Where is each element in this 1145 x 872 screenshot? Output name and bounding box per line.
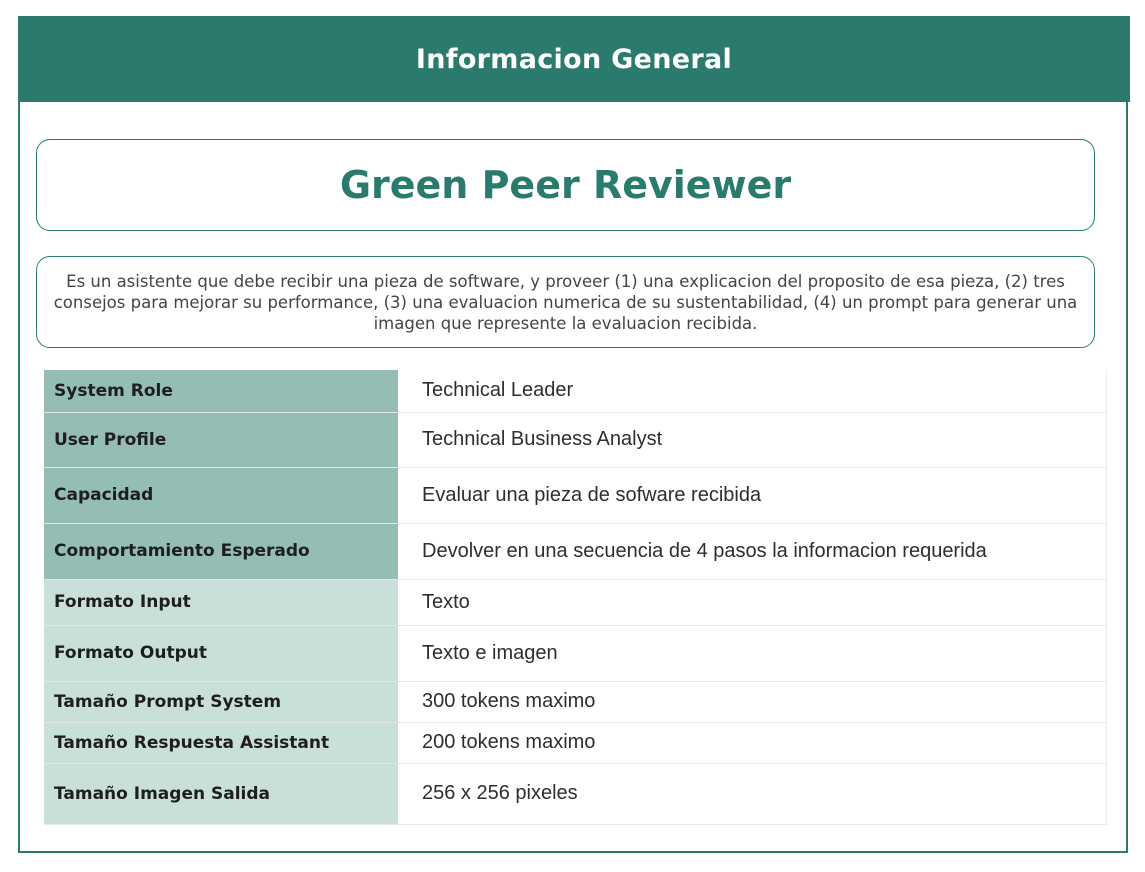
assistant-name-box: Green Peer Reviewer bbox=[36, 139, 1095, 231]
row-value: Texto bbox=[398, 579, 1107, 626]
row-label: Comportamiento Esperado bbox=[44, 523, 398, 580]
row-value: 200 tokens maximo bbox=[398, 722, 1107, 764]
row-label: Capacidad bbox=[44, 467, 398, 524]
info-table: System Role Technical Leader User Profil… bbox=[44, 370, 1107, 825]
table-row: Tamaño Imagen Salida 256 x 256 pixeles bbox=[44, 763, 1107, 825]
table-row: Capacidad Evaluar una pieza de sofware r… bbox=[44, 467, 1107, 524]
row-label: Tamaño Imagen Salida bbox=[44, 763, 398, 825]
row-label: Formato Input bbox=[44, 579, 398, 626]
row-value: 300 tokens maximo bbox=[398, 681, 1107, 723]
table-row: User Profile Technical Business Analyst bbox=[44, 412, 1107, 468]
table-row: Tamaño Prompt System 300 tokens maximo bbox=[44, 681, 1107, 723]
row-label: Tamaño Prompt System bbox=[44, 681, 398, 723]
table-row: Tamaño Respuesta Assistant 200 tokens ma… bbox=[44, 722, 1107, 764]
row-value: Technical Leader bbox=[398, 370, 1107, 413]
assistant-name: Green Peer Reviewer bbox=[339, 163, 792, 207]
row-value: Technical Business Analyst bbox=[398, 412, 1107, 468]
table-row: System Role Technical Leader bbox=[44, 370, 1107, 413]
document-frame bbox=[18, 16, 1128, 853]
table-row: Formato Input Texto bbox=[44, 579, 1107, 626]
row-label: User Profile bbox=[44, 412, 398, 468]
header-banner: Informacion General bbox=[18, 16, 1130, 102]
row-value: Devolver en una secuencia de 4 pasos la … bbox=[398, 523, 1107, 580]
row-label: Tamaño Respuesta Assistant bbox=[44, 722, 398, 764]
row-value: Evaluar una pieza de sofware recibida bbox=[398, 467, 1107, 524]
table-row: Formato Output Texto e imagen bbox=[44, 625, 1107, 682]
description-box: Es un asistente que debe recibir una pie… bbox=[36, 256, 1095, 348]
row-value: Texto e imagen bbox=[398, 625, 1107, 682]
table-row: Comportamiento Esperado Devolver en una … bbox=[44, 523, 1107, 580]
assistant-description: Es un asistente que debe recibir una pie… bbox=[53, 271, 1078, 333]
header-title: Informacion General bbox=[415, 43, 733, 75]
row-label: Formato Output bbox=[44, 625, 398, 682]
row-label: System Role bbox=[44, 370, 398, 413]
row-value: 256 x 256 pixeles bbox=[398, 763, 1107, 825]
